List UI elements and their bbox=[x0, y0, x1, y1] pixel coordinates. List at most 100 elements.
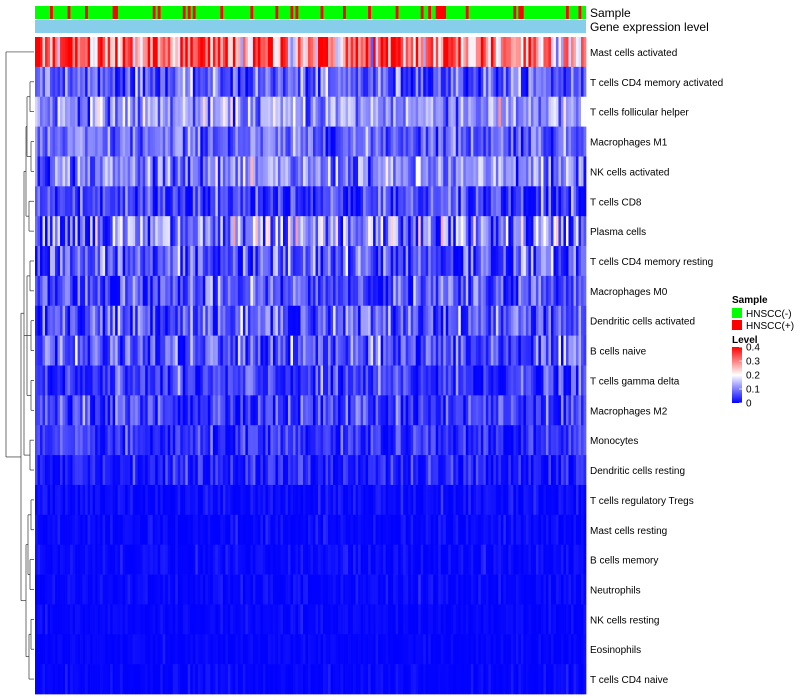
heatmap-cell bbox=[117, 664, 121, 695]
heatmap-cell bbox=[365, 514, 369, 546]
heatmap-cell bbox=[117, 305, 121, 336]
heatmap-cell bbox=[390, 216, 394, 247]
heatmap-cell bbox=[120, 425, 123, 456]
heatmap-cell bbox=[498, 186, 502, 217]
heatmap-cell bbox=[282, 514, 286, 546]
heatmap-cell bbox=[110, 186, 113, 217]
heatmap-cell bbox=[330, 604, 334, 635]
heatmap-cell bbox=[508, 634, 512, 665]
heatmap-cell bbox=[230, 335, 234, 366]
heatmap-cell bbox=[140, 484, 144, 516]
heatmap-cell bbox=[292, 514, 296, 546]
heatmap-cell bbox=[535, 574, 539, 605]
heatmap-cell bbox=[182, 574, 186, 605]
heatmap-cell bbox=[578, 275, 582, 307]
heatmap-cell bbox=[292, 365, 296, 396]
row-label: Mast cells activated bbox=[590, 48, 677, 59]
heatmap-cell bbox=[115, 604, 118, 635]
heatmap-cell bbox=[563, 275, 567, 307]
heatmap-cell bbox=[200, 514, 204, 546]
heatmap-cell bbox=[37, 604, 41, 635]
heatmap-cell bbox=[428, 37, 432, 68]
heatmap-cell bbox=[408, 126, 412, 157]
heatmap-cell bbox=[455, 66, 459, 98]
heatmap-cell bbox=[75, 664, 78, 695]
heatmap-cell bbox=[65, 246, 68, 277]
heatmap-cell bbox=[272, 126, 276, 157]
heatmap-cell bbox=[435, 544, 439, 575]
heatmap-cell bbox=[55, 514, 58, 546]
heatmap-cell bbox=[205, 246, 209, 277]
heatmap-cell bbox=[380, 664, 384, 695]
heatmap-cell bbox=[583, 275, 587, 307]
heatmap-cell bbox=[247, 246, 251, 277]
heatmap-cell bbox=[535, 156, 539, 187]
heatmap-cell bbox=[335, 514, 339, 546]
heatmap-cell bbox=[300, 544, 304, 575]
heatmap-cell bbox=[305, 574, 309, 605]
heatmap-cell bbox=[242, 96, 246, 127]
heatmap-cell bbox=[85, 246, 88, 277]
heatmap-cell bbox=[313, 246, 316, 277]
heatmap-cell bbox=[358, 186, 361, 217]
heatmap-cell bbox=[37, 365, 41, 396]
heatmap-cell bbox=[513, 96, 517, 127]
heatmap-cell bbox=[360, 126, 364, 157]
heatmap-cell bbox=[195, 216, 199, 247]
heatmap-cell bbox=[368, 156, 371, 187]
heatmap-cell bbox=[343, 365, 346, 396]
heatmap-cell bbox=[343, 275, 346, 307]
heatmap-cell bbox=[282, 275, 286, 307]
heatmap-cell bbox=[380, 574, 384, 605]
heatmap-cell bbox=[340, 514, 344, 546]
heatmap-cell bbox=[533, 305, 537, 336]
heatmap-cell bbox=[323, 365, 326, 396]
heatmap-cell bbox=[470, 305, 474, 336]
heatmap-cell bbox=[40, 664, 43, 695]
heatmap-cell bbox=[353, 514, 356, 546]
heatmap-cell bbox=[180, 156, 184, 187]
heatmap-cell bbox=[222, 514, 226, 546]
heatmap-cell bbox=[385, 156, 389, 187]
heatmap-cell bbox=[77, 305, 81, 336]
heatmap-cell bbox=[107, 186, 111, 217]
heatmap-cell bbox=[505, 514, 509, 546]
heatmap-cell bbox=[300, 365, 304, 396]
heatmap-cell bbox=[565, 96, 569, 127]
heatmap-cell bbox=[120, 305, 123, 336]
heatmap-cell bbox=[440, 425, 444, 456]
heatmap-cell bbox=[370, 126, 374, 157]
heatmap-cell bbox=[415, 664, 419, 695]
heatmap-cell bbox=[428, 514, 432, 546]
heatmap-cell bbox=[455, 455, 459, 486]
heatmap-cell bbox=[380, 395, 384, 426]
heatmap-cell bbox=[145, 186, 149, 217]
heatmap-cell bbox=[227, 604, 231, 635]
heatmap-cell bbox=[473, 186, 477, 217]
heatmap-cell bbox=[107, 216, 111, 247]
heatmap-cell bbox=[227, 37, 231, 68]
heatmap-cell bbox=[90, 66, 93, 98]
heatmap-cell bbox=[430, 186, 434, 217]
heatmap-cell bbox=[265, 66, 269, 98]
heatmap-cell bbox=[535, 305, 539, 336]
heatmap-cell bbox=[112, 275, 116, 307]
heatmap-cell bbox=[308, 216, 311, 247]
heatmap-cell bbox=[420, 574, 424, 605]
heatmap-cell bbox=[463, 664, 467, 695]
heatmap-cell bbox=[575, 514, 579, 546]
heatmap-cell bbox=[465, 425, 469, 456]
heatmap-cell bbox=[142, 66, 146, 98]
heatmap-cell bbox=[385, 186, 389, 217]
heatmap-cell bbox=[190, 395, 194, 426]
heatmap-cell bbox=[560, 66, 564, 98]
heatmap-cell bbox=[403, 305, 407, 336]
heatmap-cell bbox=[207, 186, 211, 217]
heatmap-cell bbox=[555, 335, 559, 366]
heatmap-cell bbox=[247, 634, 251, 665]
heatmap-cell bbox=[97, 455, 101, 486]
heatmap-cell bbox=[348, 216, 351, 247]
heatmap-cell bbox=[72, 335, 76, 366]
heatmap-cell bbox=[120, 365, 123, 396]
heatmap-cell bbox=[578, 544, 582, 575]
